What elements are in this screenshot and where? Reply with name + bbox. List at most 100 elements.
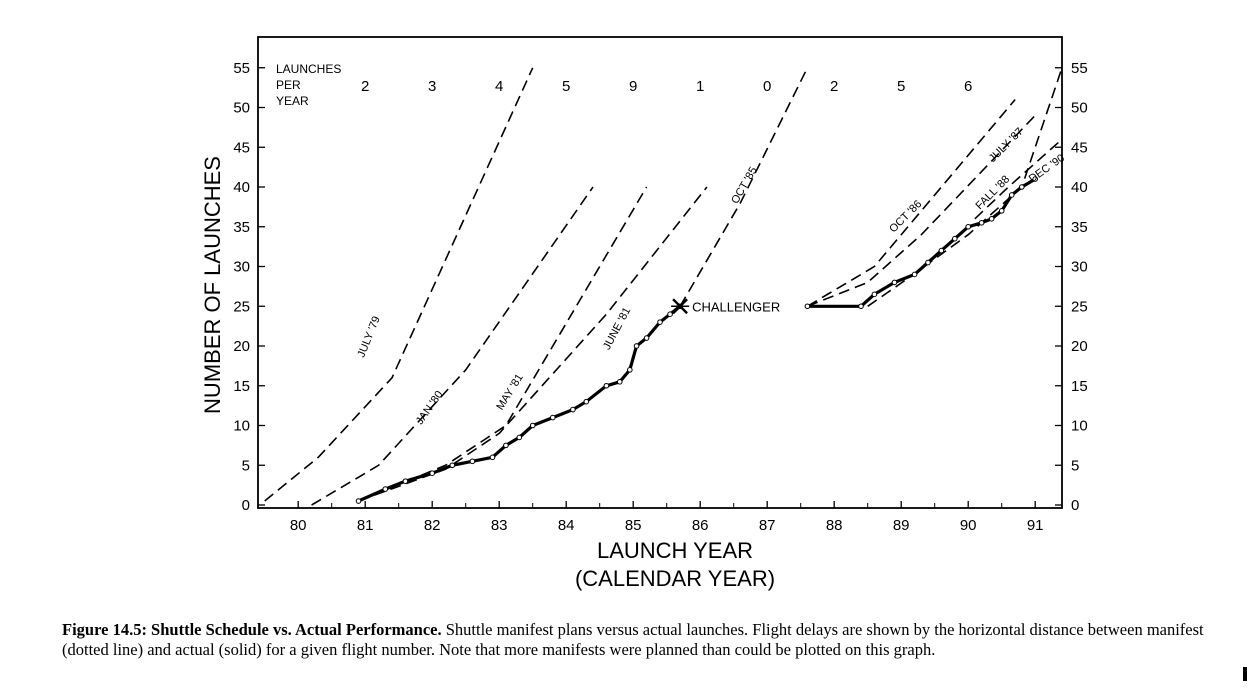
actual-point <box>503 442 509 449</box>
launches-per-year-value: 0 <box>763 78 771 95</box>
actual-point <box>1032 176 1038 182</box>
launches-per-year-row: LAUNCHES PER YEAR 2 3 4 5 9 1 0 2 5 6 <box>276 62 972 108</box>
actual-point <box>355 498 362 504</box>
actual-point <box>965 223 972 230</box>
actual-point <box>617 378 623 385</box>
y-tick-label-right: 0 <box>1071 497 1079 514</box>
actual-point <box>633 343 640 349</box>
x-tick-label: 88 <box>826 517 843 534</box>
series-label: DEC '90 <box>1027 152 1067 185</box>
actual-point <box>429 470 436 477</box>
actual-point <box>998 208 1005 214</box>
y-tick-label-right: 40 <box>1071 179 1088 196</box>
series-label: OCT '85 <box>729 165 760 206</box>
launches-per-year-value: 3 <box>428 78 436 95</box>
y-tick-label-left: 0 <box>242 497 250 514</box>
actual-point <box>911 271 918 278</box>
actual-point <box>871 291 878 298</box>
series-label: JULY '79 <box>355 315 382 360</box>
caption-title: Figure 14.5: Shuttle Schedule vs. Actual… <box>62 620 442 639</box>
x-tick-label: 84 <box>558 517 575 534</box>
x-tick-label: 82 <box>424 517 441 534</box>
actual-point <box>1008 192 1015 198</box>
actual-point <box>516 434 523 441</box>
launches-per-year-value: 4 <box>495 78 503 95</box>
y-tick-label-left: 35 <box>233 219 250 236</box>
y-tick-label-right: 55 <box>1071 60 1088 77</box>
actual-point <box>891 279 898 286</box>
x-tick-label: 90 <box>960 517 977 534</box>
x-tick-label: 83 <box>491 517 508 534</box>
y-tick-label-right: 35 <box>1071 219 1088 236</box>
manifest-line <box>806 99 1016 307</box>
y-tick-label-right: 5 <box>1071 457 1079 474</box>
y-tick-label-left: 55 <box>233 60 250 77</box>
y-tick-label-left: 45 <box>233 139 250 156</box>
actual-point <box>988 216 995 222</box>
actual-point <box>583 398 590 405</box>
plot-frame <box>257 36 1063 509</box>
actual-line <box>807 177 1037 308</box>
series-label: JAN '80 <box>414 389 446 427</box>
manifest-line <box>974 138 1063 220</box>
launches-per-year-value: 5 <box>562 78 570 95</box>
manifest-line <box>679 67 809 307</box>
y-axis-label: NUMBER OF LAUNCHES <box>200 156 225 414</box>
figure-caption: Figure 14.5: Shuttle Schedule vs. Actual… <box>62 620 1227 660</box>
launches-per-year-value: 2 <box>361 78 369 95</box>
series-label: JUNE '81 <box>601 306 633 352</box>
y-tick-label-right: 20 <box>1071 338 1088 355</box>
y-tick-label-left: 5 <box>242 457 250 474</box>
actual-point <box>469 458 476 465</box>
manifest-line <box>264 67 534 502</box>
lpy-header-line-2: PER <box>276 78 301 92</box>
actual-point <box>804 303 811 310</box>
x-tick-label: 80 <box>290 517 307 534</box>
left-y-axis-ticks: 0 5 10 15 20 25 30 35 40 45 50 55 <box>233 60 265 514</box>
challenger-marker: CHALLENGER <box>671 298 780 314</box>
lpy-header-line-1: LAUNCHES <box>276 62 341 76</box>
x-axis-ticks: 80 81 82 83 84 85 86 87 88 89 90 91 <box>290 501 1044 534</box>
y-tick-label-right: 25 <box>1071 298 1088 315</box>
x-tick-label: 86 <box>692 517 709 534</box>
y-tick-label-right: 10 <box>1071 418 1088 435</box>
x-tick-label: 87 <box>759 517 776 534</box>
actual-point <box>1019 184 1025 190</box>
actual-point <box>627 367 633 373</box>
manifest-line <box>358 186 708 502</box>
y-tick-label-left: 10 <box>233 418 250 435</box>
x-tick-label: 91 <box>1027 517 1044 534</box>
actual-point <box>402 478 409 484</box>
actual-point <box>938 247 945 254</box>
series-label: MAY '81 <box>494 372 525 412</box>
actual-point <box>570 406 576 413</box>
y-tick-label-left: 20 <box>233 338 250 355</box>
x-tick-label: 81 <box>357 517 374 534</box>
actual-point <box>382 486 389 492</box>
actual-point <box>925 259 931 266</box>
actual-point <box>529 422 536 429</box>
y-tick-label-right: 15 <box>1071 378 1088 395</box>
y-tick-label-right: 45 <box>1071 139 1088 156</box>
actual-point <box>667 311 673 318</box>
series-lines <box>264 67 1063 506</box>
series-label: JULY '87 <box>987 126 1026 165</box>
y-tick-label-left: 15 <box>233 378 250 395</box>
launches-per-year-value: 9 <box>629 78 637 95</box>
actual-point <box>657 319 663 325</box>
launches-per-year-value: 5 <box>897 78 905 95</box>
actual-point <box>489 454 496 461</box>
actual-point <box>952 235 958 242</box>
manifest-line <box>311 186 594 506</box>
launches-per-year-value: 2 <box>830 78 838 95</box>
x-axis-label: LAUNCH YEAR <box>597 538 753 563</box>
right-y-axis-ticks: 0 5 10 15 20 25 30 35 40 45 50 55 <box>1055 60 1088 514</box>
y-tick-label-right: 30 <box>1071 259 1088 276</box>
y-tick-label-right: 50 <box>1071 100 1088 117</box>
caption-text: Shuttle manifest plans versus actual lau… <box>62 620 1204 659</box>
actual-point <box>978 219 985 226</box>
manifest-line <box>867 67 1063 307</box>
x-axis-label-line-2: (CALENDAR YEAR) <box>575 566 775 591</box>
